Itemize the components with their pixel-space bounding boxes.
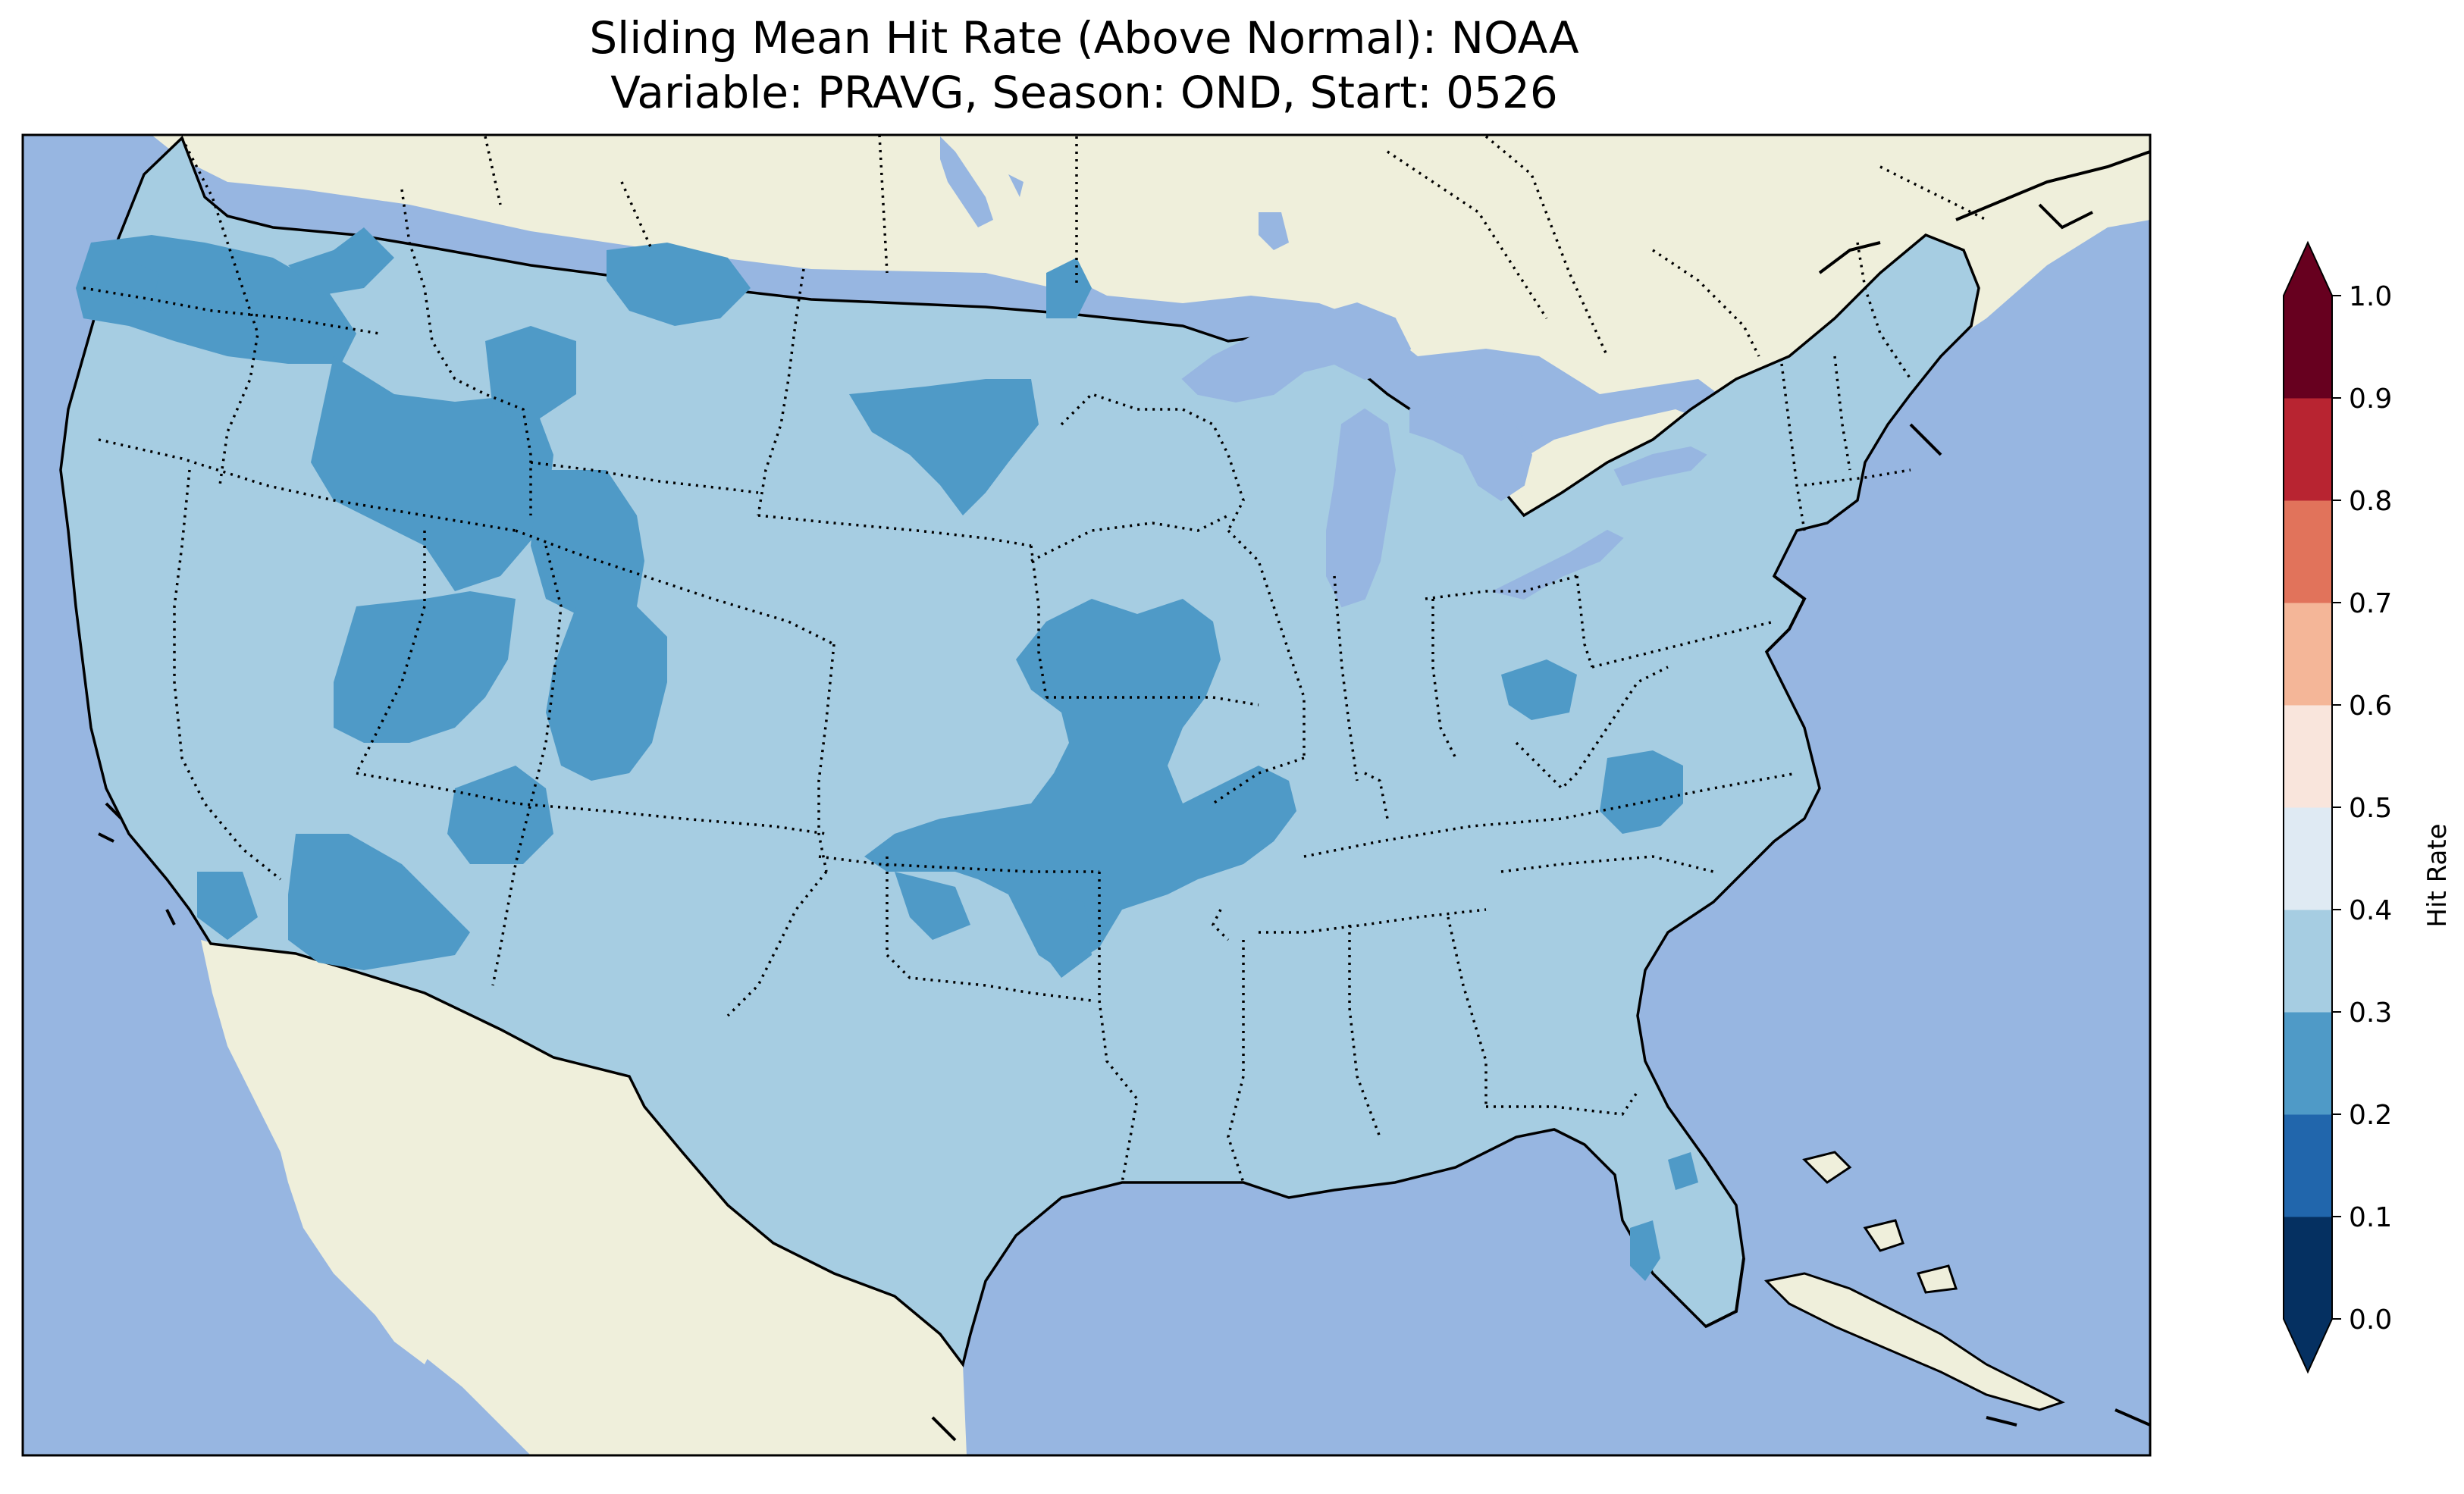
colorbar-under-extend [2284, 1319, 2332, 1372]
title-line-1: Sliding Mean Hit Rate (Above Normal): NO… [589, 12, 1579, 64]
baja-california [201, 940, 440, 1364]
lake-erie [1491, 529, 1624, 600]
lake-huron [1409, 393, 1533, 502]
canadian-lakes [940, 136, 1289, 250]
great-lakes [1181, 302, 1707, 608]
title-line-2: Variable: PRAVG, Season: OND, Start: 052… [610, 67, 1558, 118]
colorbar-swatch [2284, 1217, 2332, 1320]
bahamas [1802, 1151, 1958, 1294]
hitrate-0.2-0.3-regions [76, 227, 1698, 1281]
colorbar-ticks: 0.0 0.1 0.2 0.3 0.4 0.5 0.6 0.7 0.8 0.9 1.0 [2332, 281, 2392, 1336]
colorbar-tick-label: 0.6 [2349, 691, 2392, 722]
canada-land [152, 135, 2150, 432]
colorbar-tick-label: 0.7 [2349, 588, 2392, 619]
colorbar-swatch [2284, 1012, 2332, 1115]
colorbar-swatch [2284, 398, 2332, 501]
state-borders [83, 135, 1987, 1183]
colorbar-swatch [2284, 603, 2332, 706]
colorbar-swatch [2284, 1114, 2332, 1217]
colorbar-tick-label: 0.5 [2349, 793, 2392, 824]
cuba [1763, 1272, 2065, 1411]
colorbar-tick-label: 0.4 [2349, 895, 2392, 926]
colorbar-swatch [2284, 807, 2332, 910]
colorbar-tick-label: 0.2 [2349, 1100, 2392, 1131]
colorbar-tick-label: 0.8 [2349, 486, 2392, 517]
colorbar-tick-label: 0.0 [2349, 1305, 2392, 1336]
colorbar-swatch [2284, 910, 2332, 1013]
colorbar-over-extend [2284, 243, 2332, 296]
colorbar-swatches [2283, 240, 2333, 1374]
colorbar-tick-label: 0.1 [2349, 1202, 2392, 1233]
map-content [23, 135, 2150, 1455]
colorbar-swatch [2284, 500, 2332, 603]
coastlines [98, 150, 2150, 1442]
lake-michigan [1326, 408, 1397, 608]
colorbar-swatch [2284, 705, 2332, 808]
lake-ontario [1613, 446, 1707, 487]
map-frame [21, 133, 2152, 1457]
colorbar-tick-label: 0.3 [2349, 998, 2392, 1029]
lake-superior [1181, 302, 1412, 403]
colorbar-label: Hit Rate [2422, 823, 2453, 927]
chart-title: Sliding Mean Hit Rate (Above Normal): NO… [0, 11, 2168, 120]
colorbar-swatch [2284, 296, 2332, 399]
colorbar-tick-label: 0.9 [2349, 384, 2392, 415]
colorbar-tick-label: 1.0 [2349, 281, 2392, 312]
